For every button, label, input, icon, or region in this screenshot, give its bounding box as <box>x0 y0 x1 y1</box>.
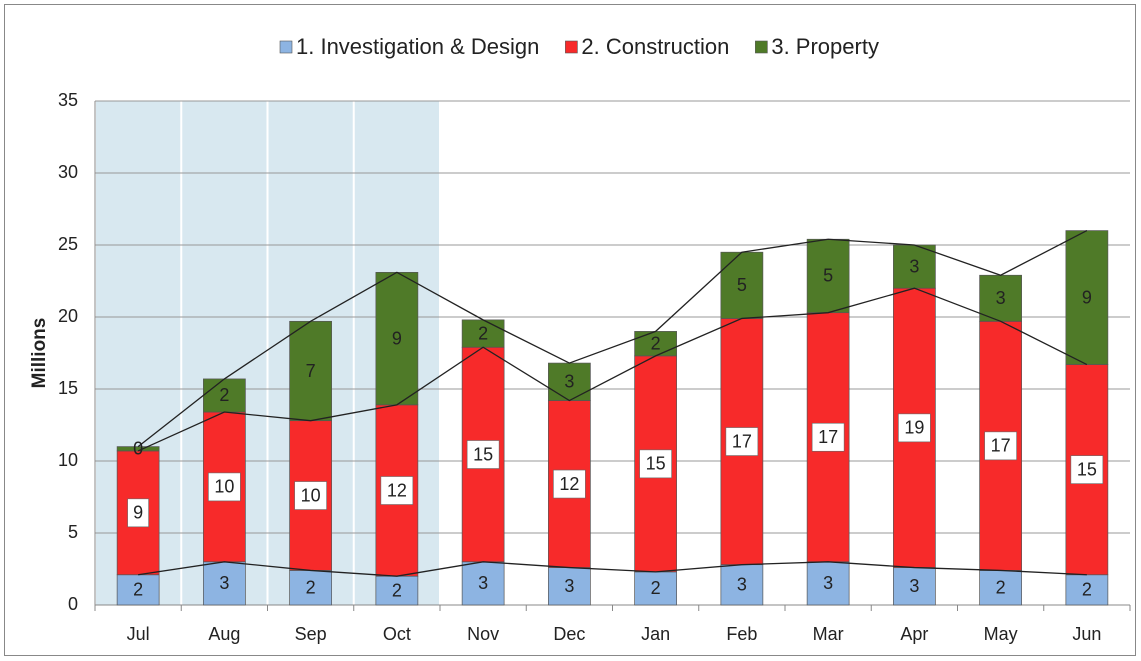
data-label: 17 <box>991 436 1011 456</box>
bar-segment <box>979 570 1022 606</box>
data-label: 10 <box>214 477 234 497</box>
data-label: 9 <box>392 328 402 348</box>
bar-segment <box>203 378 246 413</box>
data-label: 3 <box>564 576 574 596</box>
data-label: 5 <box>737 275 747 295</box>
data-label: 2 <box>996 577 1006 597</box>
series-line <box>137 287 1088 452</box>
bar-segment <box>634 571 677 606</box>
y-tick-label: 10 <box>58 450 78 470</box>
data-label: 9 <box>133 503 143 523</box>
data-label: 17 <box>818 427 838 447</box>
data-label: 2 <box>306 577 316 597</box>
data-label: 19 <box>904 418 924 438</box>
data-label: 2 <box>478 323 488 343</box>
label-box <box>208 472 241 502</box>
label-box <box>380 476 414 505</box>
bar-segment <box>893 567 936 606</box>
bar-segment <box>289 570 332 606</box>
data-label: 3 <box>996 288 1006 308</box>
bar-segment <box>720 564 764 606</box>
x-tick-label: Jun <box>1072 624 1101 644</box>
legend-swatch <box>279 40 293 54</box>
data-label: 2 <box>651 578 661 598</box>
data-label: 15 <box>1077 459 1097 479</box>
data-label: 2 <box>133 580 143 600</box>
data-label: 10 <box>301 485 321 505</box>
data-label: 3 <box>823 573 833 593</box>
bar-segment <box>461 561 505 606</box>
data-label: 3 <box>909 256 919 276</box>
y-tick-label: 25 <box>58 234 78 254</box>
y-tick-label: 0 <box>68 594 78 614</box>
data-label: 15 <box>473 444 493 464</box>
legend-label: 1. Investigation & Design <box>296 34 539 59</box>
data-label: 9 <box>1082 287 1092 307</box>
y-tick-label: 30 <box>58 162 78 182</box>
data-label: 2 <box>392 580 402 600</box>
bar-segment <box>806 238 850 314</box>
label-box <box>553 469 586 499</box>
data-label: 12 <box>387 480 407 500</box>
y-axis-label: Millions <box>29 318 50 389</box>
series-line <box>138 561 1087 577</box>
bar-segment <box>203 561 246 606</box>
data-label: 0 <box>133 439 143 459</box>
label-box <box>725 427 759 456</box>
data-label: 2 <box>651 333 661 353</box>
bar-segment <box>116 574 160 606</box>
y-tick-label: 15 <box>58 378 78 398</box>
bar-segment <box>979 274 1022 322</box>
x-tick-label: Apr <box>900 624 928 644</box>
label-box <box>294 481 327 510</box>
label-box <box>898 413 931 443</box>
data-label: 3 <box>478 573 488 593</box>
bar-segment <box>1065 574 1109 606</box>
bar-segment <box>806 561 850 606</box>
data-label: 5 <box>823 266 833 286</box>
data-label: 3 <box>737 575 747 595</box>
x-tick-label: Mar <box>813 624 844 644</box>
y-tick-label: 5 <box>68 522 78 542</box>
label-box <box>466 440 500 469</box>
bar-segment <box>893 244 936 289</box>
bar-segment <box>1065 230 1109 365</box>
bar-segment <box>720 251 764 319</box>
x-tick-label: Jul <box>127 624 150 644</box>
legend-label: 2. Construction <box>581 34 729 59</box>
y-tick-label: 20 <box>58 306 78 326</box>
bar-segment <box>548 362 591 401</box>
label-box <box>984 431 1017 461</box>
data-label: 3 <box>564 372 574 392</box>
x-tick-label: Jan <box>641 624 670 644</box>
legend-label: 3. Property <box>771 34 879 59</box>
data-label: 12 <box>559 474 579 494</box>
data-label: 3 <box>909 576 919 596</box>
x-tick-label: Nov <box>467 624 499 644</box>
data-label: 7 <box>306 361 316 381</box>
bar-segment <box>289 320 332 422</box>
label-box <box>639 449 672 479</box>
x-tick-label: Oct <box>383 624 411 644</box>
data-label: 3 <box>219 573 229 593</box>
data-label: 17 <box>732 431 752 451</box>
x-tick-label: Feb <box>726 624 757 644</box>
label-box <box>127 498 149 528</box>
x-tick-label: May <box>984 624 1018 644</box>
x-tick-label: Dec <box>553 624 585 644</box>
data-label: 2 <box>1082 580 1092 600</box>
x-tick-label: Aug <box>208 624 240 644</box>
series-line <box>137 230 1088 448</box>
y-tick-label: 35 <box>58 90 78 110</box>
label-box <box>811 422 845 452</box>
legend-swatch <box>755 40 768 54</box>
legend-swatch <box>565 40 578 54</box>
x-tick-label: Sep <box>295 624 327 644</box>
bar-segment <box>461 319 505 348</box>
data-label: 15 <box>646 454 666 474</box>
data-label: 2 <box>219 385 229 405</box>
label-box <box>1070 455 1104 484</box>
